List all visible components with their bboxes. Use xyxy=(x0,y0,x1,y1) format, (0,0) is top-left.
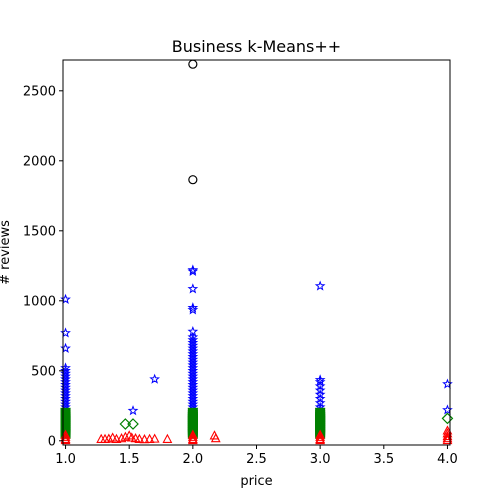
x-axis-label: price xyxy=(240,474,272,489)
y-axis-label: # reviews xyxy=(0,220,13,285)
y-tick-label: 2000 xyxy=(23,154,56,169)
x-tick-label: 4.0 xyxy=(437,452,458,467)
x-tick-label: 1.5 xyxy=(119,452,140,467)
x-tick-label: 2.0 xyxy=(183,452,204,467)
x-tick-label: 1.0 xyxy=(55,452,76,467)
chart-title: Business k-Means++ xyxy=(172,37,341,56)
y-tick-label: 0 xyxy=(48,434,56,449)
y-tick-label: 1000 xyxy=(23,294,56,309)
y-tick-label: 500 xyxy=(31,364,56,379)
x-tick-label: 3.5 xyxy=(373,452,394,467)
x-tick-label: 2.5 xyxy=(246,452,267,467)
y-tick-label: 1500 xyxy=(23,224,56,239)
y-tick-label: 2500 xyxy=(23,84,56,99)
x-tick-label: 3.0 xyxy=(310,452,331,467)
